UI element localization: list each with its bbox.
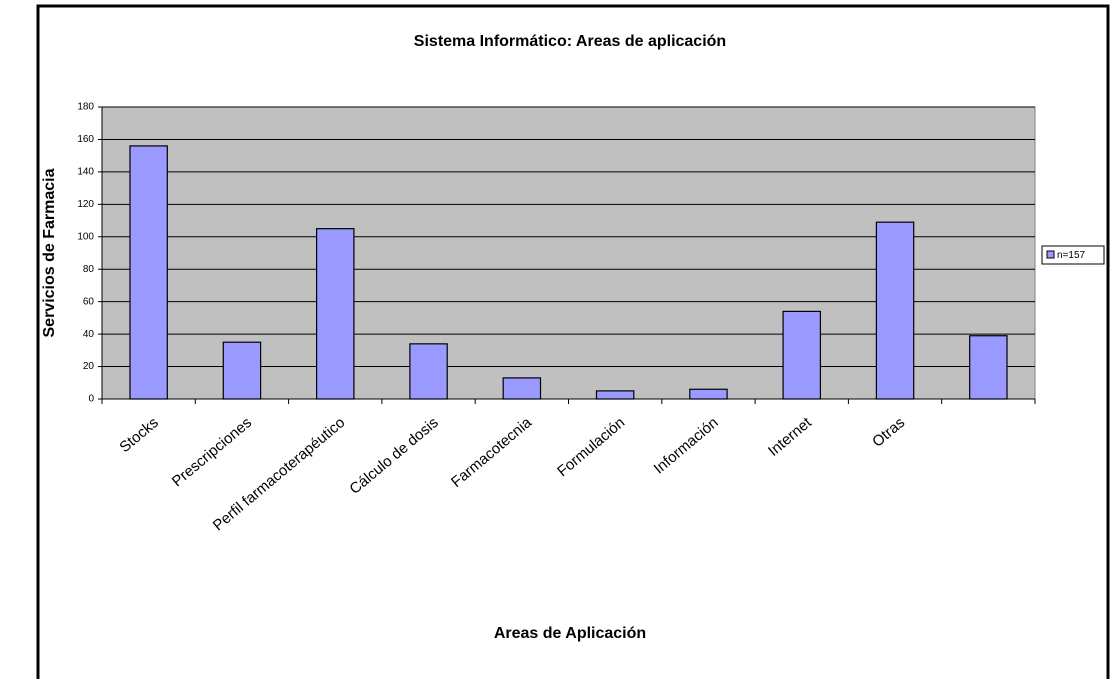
- legend-label: n=157: [1057, 250, 1086, 261]
- bar: [502, 377, 542, 400]
- x-axis-title: Areas de Aplicación: [494, 625, 646, 642]
- bar: [315, 228, 355, 400]
- legend-swatch: [1046, 250, 1055, 259]
- y-tick-label: 100: [77, 231, 94, 242]
- y-tick-label: 140: [77, 167, 94, 178]
- y-tick-label: 40: [83, 329, 95, 340]
- y-tick-label: 80: [83, 264, 95, 275]
- bar: [969, 335, 1008, 400]
- bar: [409, 343, 448, 400]
- y-tick-label: 160: [77, 134, 94, 145]
- y-tick-label: 0: [88, 394, 94, 405]
- y-tick-label: 120: [77, 199, 94, 210]
- bar: [222, 341, 262, 400]
- y-tick-label: 20: [83, 361, 95, 372]
- bar: [875, 221, 915, 400]
- y-axis-title: Servicios de Farmacia: [41, 168, 58, 337]
- bar: [595, 390, 635, 400]
- bar: [782, 310, 822, 400]
- legend-box: [1041, 245, 1105, 265]
- chart-title: Sistema Informático: Areas de aplicación: [414, 33, 726, 50]
- y-tick-label: 60: [83, 296, 95, 307]
- y-tick-label: 180: [77, 102, 94, 113]
- bar: [689, 388, 728, 400]
- bar: [129, 145, 168, 400]
